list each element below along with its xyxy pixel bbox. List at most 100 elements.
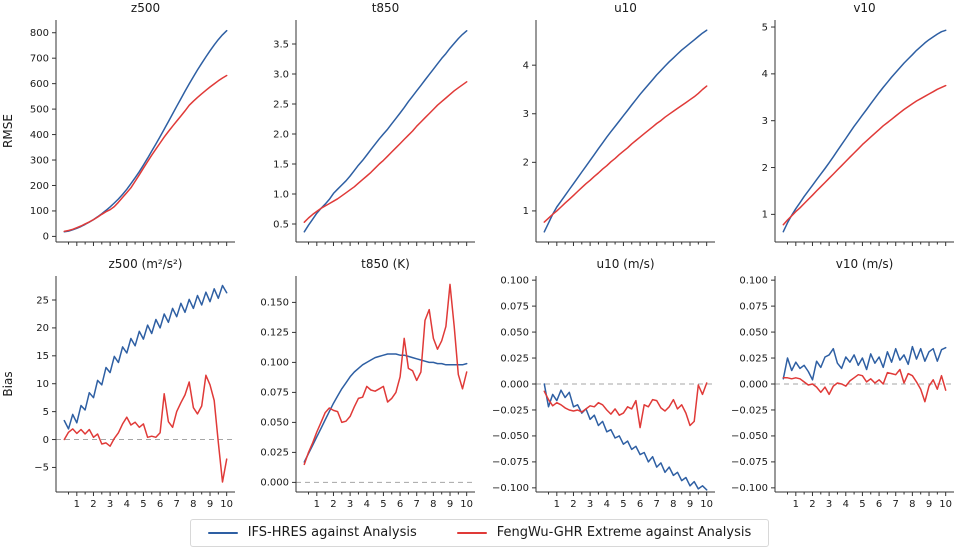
- svg-text:0.025: 0.025: [740, 353, 769, 364]
- svg-text:1: 1: [522, 206, 528, 217]
- legend: IFS-HRES against Analysis FengWu-GHR Ext…: [0, 516, 959, 555]
- svg-text:1.0: 1.0: [273, 189, 289, 200]
- svg-text:7: 7: [413, 499, 419, 510]
- svg-text:10: 10: [220, 499, 233, 510]
- subplot-z500-rmse: 0 100 200 300 400 500 600 700 800 z500 RMSE: [0, 0, 240, 250]
- svg-text:u10: u10: [614, 1, 637, 15]
- svg-text:3.0: 3.0: [273, 69, 289, 80]
- svg-text:t850 (K): t850 (K): [361, 257, 410, 271]
- chart-grid: 0 100 200 300 400 500 600 700 800 z500 RMSE 0.5 1.0…: [0, 0, 959, 516]
- svg-text:0.100: 0.100: [740, 275, 769, 286]
- svg-text:0.050: 0.050: [740, 327, 769, 338]
- svg-text:5: 5: [43, 407, 49, 418]
- svg-text:200: 200: [30, 181, 49, 192]
- svg-text:0.050: 0.050: [260, 418, 289, 429]
- svg-text:5: 5: [859, 499, 865, 510]
- svg-text:8: 8: [909, 499, 915, 510]
- svg-text:2: 2: [570, 499, 576, 510]
- svg-text:0.025: 0.025: [500, 353, 529, 364]
- svg-text:v10: v10: [854, 1, 876, 15]
- svg-text:−0.025: −0.025: [491, 405, 528, 416]
- svg-text:0.075: 0.075: [740, 301, 769, 312]
- svg-text:9: 9: [447, 499, 453, 510]
- svg-text:8: 8: [190, 499, 196, 510]
- svg-text:0.125: 0.125: [260, 328, 289, 339]
- svg-text:−0.100: −0.100: [731, 483, 768, 494]
- svg-text:9: 9: [207, 499, 213, 510]
- svg-text:7: 7: [174, 499, 180, 510]
- svg-text:2: 2: [762, 163, 768, 174]
- svg-text:0.000: 0.000: [260, 478, 289, 489]
- svg-text:2.0: 2.0: [273, 129, 289, 140]
- svg-text:0: 0: [43, 232, 49, 243]
- svg-text:1: 1: [762, 210, 768, 221]
- svg-text:0.050: 0.050: [500, 327, 529, 338]
- svg-text:9: 9: [926, 499, 932, 510]
- svg-text:3: 3: [762, 116, 768, 127]
- svg-text:1: 1: [74, 499, 80, 510]
- svg-text:6: 6: [397, 499, 403, 510]
- svg-text:10: 10: [940, 499, 953, 510]
- svg-text:3: 3: [107, 499, 113, 510]
- svg-text:0.075: 0.075: [500, 301, 529, 312]
- svg-text:v10 (m/s): v10 (m/s): [836, 257, 894, 271]
- svg-text:7: 7: [653, 499, 659, 510]
- svg-text:1: 1: [553, 499, 559, 510]
- svg-text:4: 4: [522, 60, 528, 71]
- svg-text:0.075: 0.075: [260, 388, 289, 399]
- legend-line-icon: [456, 531, 487, 534]
- svg-text:25: 25: [36, 295, 49, 306]
- svg-text:−0.025: −0.025: [731, 405, 768, 416]
- subplot-u10-rmse: 1 2 3 4 u10: [480, 0, 720, 250]
- svg-text:t850: t850: [371, 1, 399, 15]
- svg-text:1: 1: [793, 499, 799, 510]
- svg-text:0.025: 0.025: [260, 448, 289, 459]
- svg-text:10: 10: [460, 499, 473, 510]
- svg-text:RMSE: RMSE: [1, 114, 15, 148]
- svg-text:−5: −5: [34, 463, 49, 474]
- svg-text:6: 6: [157, 499, 163, 510]
- svg-text:500: 500: [30, 104, 49, 115]
- svg-text:z500: z500: [131, 1, 160, 15]
- subplot-u10-bias: −0.100 −0.075 −0.050 −0.025 0.000 0.025 0.050 0…: [480, 250, 720, 516]
- svg-text:7: 7: [893, 499, 899, 510]
- svg-text:3: 3: [586, 499, 592, 510]
- svg-text:5: 5: [762, 22, 768, 33]
- svg-text:8: 8: [430, 499, 436, 510]
- svg-text:0.100: 0.100: [500, 275, 529, 286]
- svg-text:0: 0: [43, 435, 49, 446]
- svg-text:2: 2: [810, 499, 816, 510]
- legend-box: IFS-HRES against Analysis FengWu-GHR Ext…: [189, 519, 770, 547]
- svg-text:1.5: 1.5: [273, 159, 289, 170]
- svg-text:6: 6: [636, 499, 642, 510]
- svg-text:400: 400: [30, 130, 49, 141]
- svg-text:−0.075: −0.075: [731, 457, 768, 468]
- svg-text:0.000: 0.000: [740, 379, 769, 390]
- svg-text:10: 10: [700, 499, 713, 510]
- svg-text:2.5: 2.5: [273, 99, 289, 110]
- svg-text:2: 2: [330, 499, 336, 510]
- svg-text:100: 100: [30, 206, 49, 217]
- svg-text:4: 4: [843, 499, 849, 510]
- svg-text:3: 3: [522, 109, 528, 120]
- svg-text:1: 1: [313, 499, 319, 510]
- legend-item-ifs-hres: IFS-HRES against Analysis: [207, 525, 417, 541]
- svg-text:3: 3: [826, 499, 832, 510]
- subplot-z500-bias: −5 0 5 10 15 20 25 1 2 3 4 5 6 7 8 9 10 z500 (m²/s²) Bias: [0, 250, 240, 516]
- legend-line-icon: [207, 531, 238, 534]
- svg-text:4: 4: [363, 499, 369, 510]
- svg-text:5: 5: [620, 499, 626, 510]
- svg-text:4: 4: [124, 499, 130, 510]
- legend-label: FengWu-GHR Extreme against Analysis: [496, 525, 752, 540]
- svg-text:20: 20: [36, 323, 49, 334]
- svg-text:0.5: 0.5: [273, 219, 289, 230]
- svg-text:700: 700: [30, 53, 49, 64]
- subplot-v10-bias: −0.100 −0.075 −0.050 −0.025 0.000 0.025 0.050 0…: [719, 250, 959, 516]
- svg-text:4: 4: [762, 69, 768, 80]
- svg-text:−0.050: −0.050: [491, 431, 528, 442]
- svg-text:z500 (m²/s²): z500 (m²/s²): [109, 257, 183, 271]
- svg-text:−0.050: −0.050: [731, 431, 768, 442]
- svg-text:5: 5: [380, 499, 386, 510]
- svg-text:800: 800: [30, 28, 49, 39]
- svg-text:−0.075: −0.075: [491, 457, 528, 468]
